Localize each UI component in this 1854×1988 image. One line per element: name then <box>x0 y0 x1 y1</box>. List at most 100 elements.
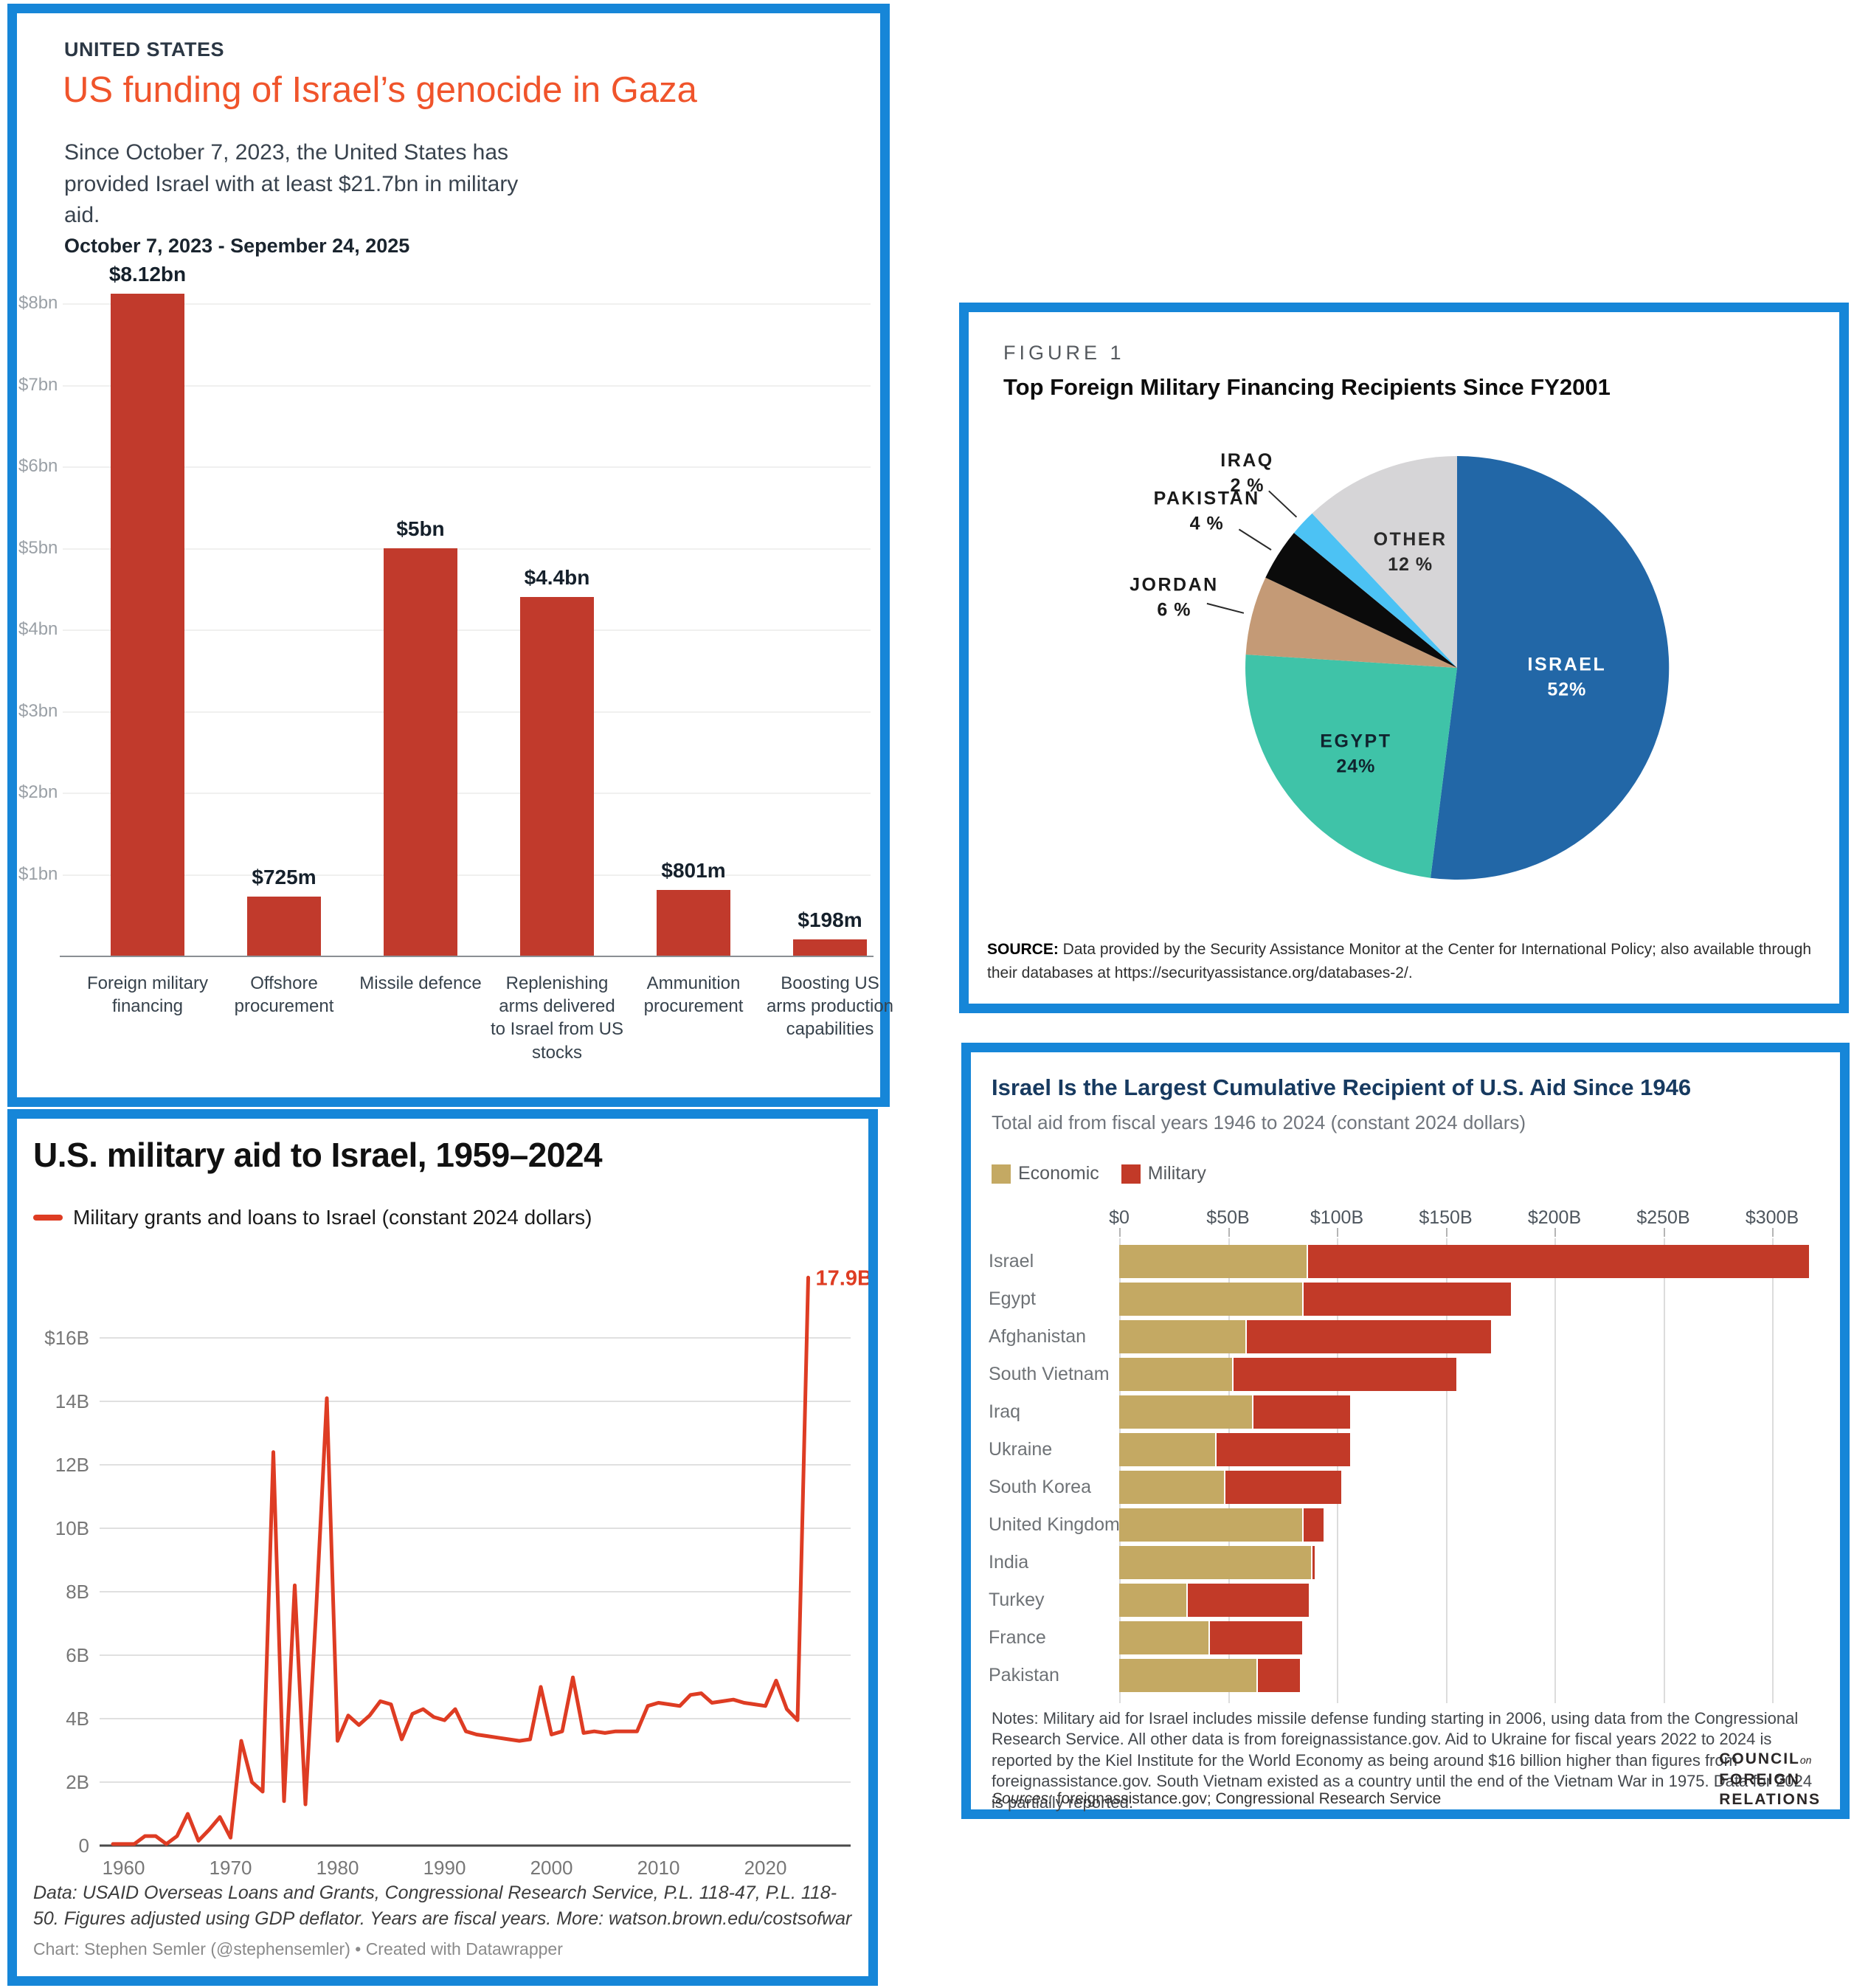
row-label-afghanistan: Afghanistan <box>989 1326 1087 1347</box>
x-axis-tick-label: 1970 <box>210 1857 252 1879</box>
y-axis-tick-label: 0 <box>79 1835 89 1857</box>
legend-item-economic: Economic <box>992 1163 1099 1184</box>
bar-economic-4 <box>1119 1395 1252 1429</box>
pie-slice-other <box>1312 456 1457 668</box>
y-axis-tick-label: 4B <box>66 1708 89 1730</box>
bar-value-label: $725m <box>252 865 317 888</box>
y-axis-tick-label: $5bn <box>18 537 58 558</box>
cfr-logo: COUNCILon FOREIGN RELATIONS <box>1719 1749 1821 1810</box>
y-axis-tick-label: 12B <box>55 1454 89 1476</box>
row-label-iraq: Iraq <box>989 1401 1021 1422</box>
bar-economic-10 <box>1119 1621 1208 1654</box>
bar-economic-5 <box>1119 1433 1215 1466</box>
legend-line-swatch <box>33 1215 63 1221</box>
gridline-y <box>63 629 871 631</box>
pie-label-jordan: JORDAN <box>1130 575 1219 596</box>
bar-economic-1 <box>1119 1283 1302 1316</box>
legend-economic-label: Economic <box>1018 1163 1099 1184</box>
row-label-ukraine: Ukraine <box>989 1439 1053 1460</box>
chart-title: Israel Is the Largest Cumulative Recipie… <box>992 1074 1692 1100</box>
pie-pct-other: 12 % <box>1388 554 1433 575</box>
bar-economic-0 <box>1119 1245 1307 1278</box>
chart-period-label: October 7, 2023 - Sepember 24, 2025 <box>64 235 410 257</box>
bar-military-1 <box>1303 1283 1511 1316</box>
x-axis-tick-label: 2000 <box>530 1857 573 1879</box>
bar-value-label: $4.4bn <box>524 565 590 589</box>
pie-callout-line <box>1268 490 1298 518</box>
x-axis-tick-label: 2020 <box>744 1857 787 1879</box>
bar-chart-plot-area: $8bn $7bn $6bn $5bn $4bn $3bn $2bn $1bn $8.12bn F… <box>17 13 893 1097</box>
chart-title: US funding of Israel’s genocide in Gaza <box>63 70 697 110</box>
pie-callout-line <box>1206 602 1245 614</box>
bar-military-8 <box>1312 1546 1315 1579</box>
bar-military-7 <box>1303 1508 1324 1542</box>
x-axis-category-label: Foreign military financing <box>86 973 209 1017</box>
bar-value-label: $801m <box>661 859 726 883</box>
pie-label-israel: ISRAEL <box>1528 654 1607 674</box>
bar-military-10 <box>1209 1621 1302 1654</box>
gridline-y <box>63 793 871 794</box>
pie-pct-israel: 52% <box>1547 679 1586 700</box>
x-axis-tick-mark <box>1119 1228 1121 1237</box>
bar-economic-2 <box>1119 1320 1246 1353</box>
x-axis-category-label: Ammunition procurement <box>643 973 744 1017</box>
x-axis-tick-mark <box>1554 1228 1556 1237</box>
stacked-bar-plot-area: $0 $50B $100B $150B $200B $250B $300B Israel Egy… <box>971 1052 1840 1809</box>
x-axis-tick-mark <box>1228 1228 1230 1237</box>
x-axis-tick-label: 1980 <box>317 1857 359 1879</box>
legend-label: Military grants and loans to Israel (con… <box>73 1206 592 1229</box>
cfr-logo-line3: RELATIONS <box>1719 1791 1821 1809</box>
bar-economic-6 <box>1119 1471 1224 1504</box>
bar-military-2 <box>1247 1320 1492 1353</box>
pie-pct-pakistan: 4 % <box>1190 514 1224 534</box>
row-label-turkey: Turkey <box>989 1590 1045 1610</box>
bar-0 <box>111 293 184 956</box>
y-axis-tick-label: $3bn <box>18 700 58 721</box>
legend-military-label: Military <box>1147 1163 1206 1184</box>
data-line-military-aid <box>111 1275 810 1846</box>
bar-1 <box>247 896 321 956</box>
cfr-logo-line1: COUNCIL <box>1719 1750 1800 1767</box>
row-label-india: India <box>989 1552 1029 1573</box>
chart-legend: Military grants and loans to Israel (con… <box>33 1206 592 1229</box>
y-axis-tick-label: $1bn <box>18 863 58 884</box>
bar-military-4 <box>1253 1395 1350 1429</box>
x-axis-tick-mark <box>1337 1228 1338 1237</box>
x-axis-tick-label: $150B <box>1419 1207 1473 1228</box>
data-footnote: Data: USAID Overseas Loans and Grants, C… <box>33 1882 852 1929</box>
gridline-x <box>1663 1238 1665 1703</box>
y-axis-tick-label: 14B <box>55 1390 89 1412</box>
chart-subtitle: Total aid from fiscal years 1946 to 2024… <box>992 1111 1526 1133</box>
bar-economic-11 <box>1119 1659 1256 1692</box>
panel-fmf-pie-chart: FIGURE 1 Top Foreign Military Financing … <box>959 303 1849 1013</box>
y-axis-tick-label: $7bn <box>18 374 58 395</box>
x-axis-tick-label: $50B <box>1206 1207 1250 1228</box>
bar-military-9 <box>1188 1584 1309 1617</box>
x-axis-tick-mark <box>1663 1228 1665 1237</box>
bar-economic-7 <box>1119 1508 1302 1542</box>
y-axis-tick-label: 8B <box>66 1581 89 1603</box>
y-axis-tick-label: $16B <box>44 1327 89 1349</box>
line-chart: $16B 14B 12B 10B 8B 6B 4B 2B 0 1960 1970 1980 1990 20… <box>44 1266 869 1879</box>
peak-annotation: 17.9B <box>816 1266 869 1290</box>
y-axis-tick-label: $2bn <box>18 782 58 802</box>
x-axis-tick-label: $250B <box>1636 1207 1690 1228</box>
panel-military-aid-line-chart: U.S. military aid to Israel, 1959–2024 M… <box>7 1109 878 1986</box>
source-label: SOURCE: <box>987 941 1059 958</box>
pie-slice-iraq <box>1293 513 1457 668</box>
y-axis-tick-label: $6bn <box>18 456 58 476</box>
chart-legend: Economic Military <box>992 1163 1206 1184</box>
row-label-south-korea: South Korea <box>989 1477 1091 1497</box>
gridline-y <box>63 548 871 550</box>
legend-economic-swatch <box>992 1164 1011 1184</box>
bar-military-0 <box>1307 1245 1810 1278</box>
bar-value-label: $5bn <box>396 517 445 540</box>
pie-label-iraq: IRAQ <box>1220 450 1274 471</box>
row-label-france: France <box>989 1627 1046 1648</box>
source-note: SOURCE: Data provided by the Security As… <box>987 938 1821 984</box>
row-label-south-vietnam: South Vietnam <box>989 1364 1110 1384</box>
bar-economic-9 <box>1119 1584 1187 1617</box>
gridline-y <box>63 466 871 468</box>
x-axis-tick-label: $100B <box>1310 1207 1364 1228</box>
